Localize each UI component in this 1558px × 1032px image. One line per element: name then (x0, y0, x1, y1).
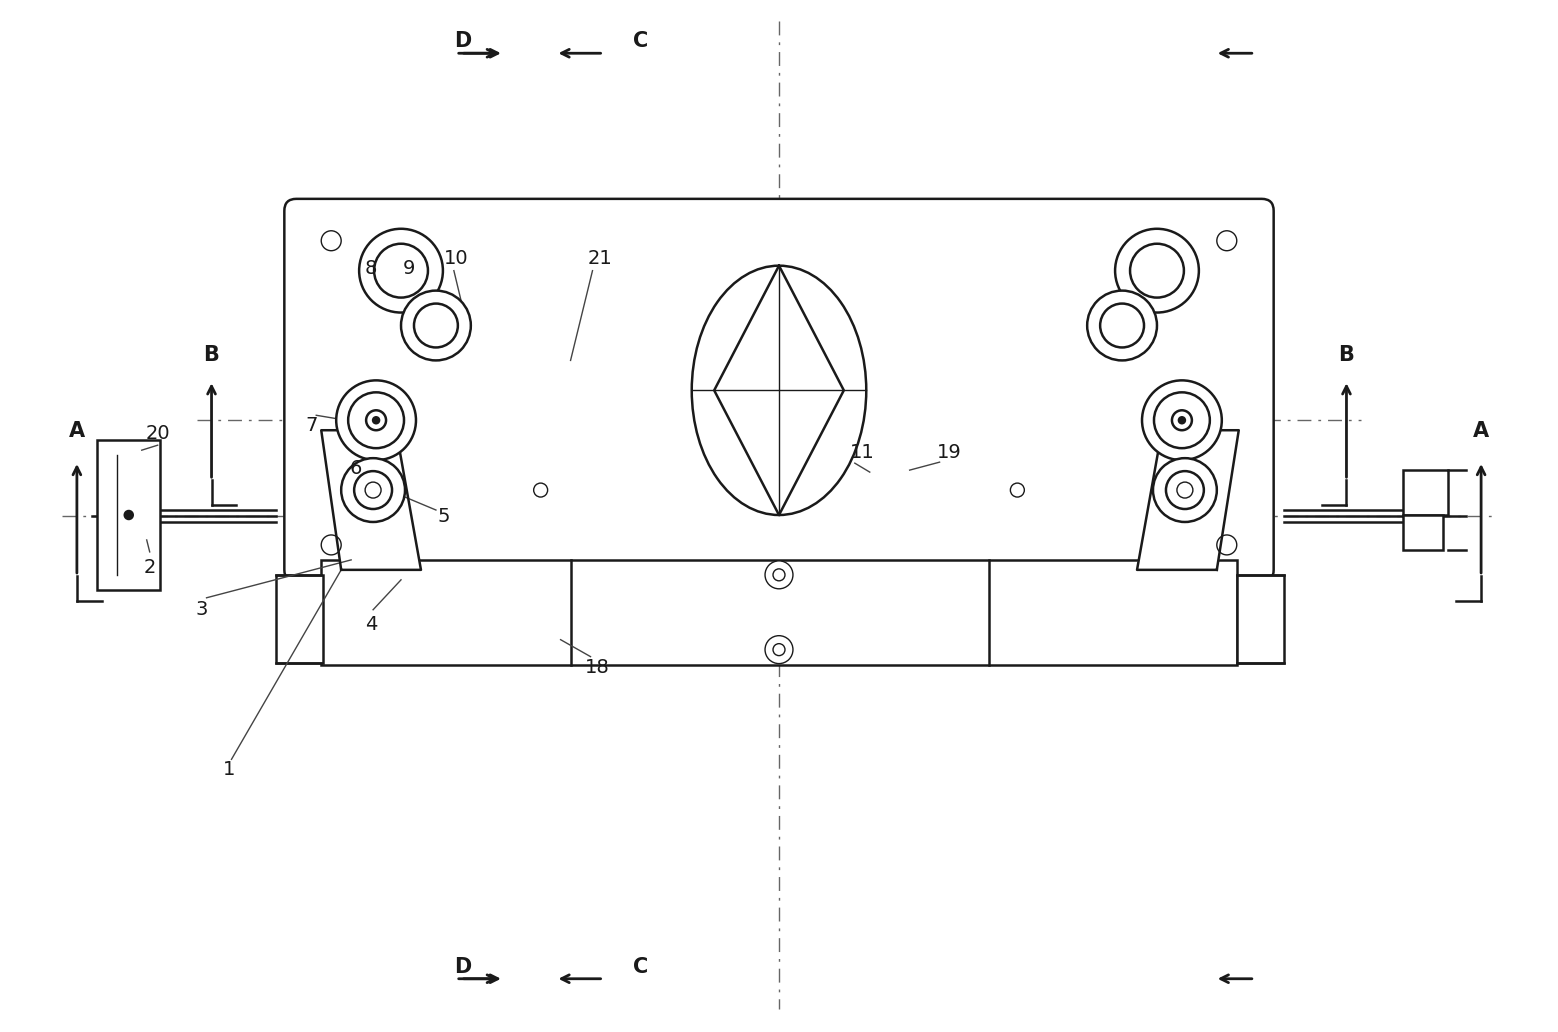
Bar (1404, 515, 1443, 550)
Circle shape (365, 482, 382, 498)
Circle shape (374, 244, 428, 297)
Text: 2: 2 (143, 558, 156, 577)
Circle shape (337, 381, 416, 460)
Polygon shape (1137, 430, 1239, 570)
Circle shape (1165, 472, 1204, 509)
Circle shape (360, 229, 442, 313)
Circle shape (765, 560, 793, 589)
Circle shape (1179, 417, 1186, 423)
Text: 10: 10 (444, 249, 469, 268)
Bar (1237, 575, 1284, 663)
Circle shape (1217, 535, 1237, 555)
Circle shape (534, 483, 547, 497)
Circle shape (1172, 411, 1192, 430)
Circle shape (125, 511, 132, 519)
Ellipse shape (692, 265, 866, 515)
Bar (276, 575, 323, 663)
Text: B: B (1338, 346, 1354, 365)
Circle shape (1142, 381, 1221, 460)
Text: 19: 19 (938, 443, 961, 461)
Bar (97, 441, 159, 590)
Text: 6: 6 (351, 458, 363, 478)
Circle shape (1087, 291, 1158, 360)
Text: 4: 4 (365, 615, 377, 635)
Polygon shape (321, 430, 421, 570)
Text: 18: 18 (586, 658, 609, 677)
Text: 20: 20 (145, 424, 170, 443)
Text: 7: 7 (305, 416, 318, 434)
Circle shape (1176, 482, 1193, 498)
Text: A: A (1472, 421, 1489, 442)
Circle shape (1153, 458, 1217, 522)
Text: 9: 9 (404, 259, 414, 279)
Text: 11: 11 (849, 443, 874, 461)
Circle shape (1011, 483, 1024, 497)
Circle shape (1130, 244, 1184, 297)
Circle shape (354, 472, 393, 509)
Circle shape (773, 569, 785, 581)
Text: 21: 21 (587, 249, 612, 268)
Text: D: D (455, 31, 472, 52)
Circle shape (347, 392, 404, 448)
Circle shape (321, 231, 341, 251)
Circle shape (1116, 229, 1198, 313)
Text: C: C (633, 31, 648, 52)
Text: 1: 1 (223, 760, 235, 779)
Circle shape (414, 303, 458, 348)
Circle shape (321, 535, 341, 555)
Circle shape (1100, 303, 1144, 348)
Circle shape (372, 417, 379, 423)
Text: A: A (69, 421, 86, 442)
Text: 5: 5 (438, 507, 450, 525)
Text: D: D (455, 957, 472, 976)
Circle shape (366, 411, 386, 430)
Text: B: B (204, 346, 220, 365)
Circle shape (341, 458, 405, 522)
Circle shape (1217, 231, 1237, 251)
Text: 3: 3 (195, 601, 207, 619)
Text: C: C (633, 957, 648, 976)
Circle shape (1154, 392, 1211, 448)
Bar (1404, 471, 1449, 515)
Text: 8: 8 (365, 259, 377, 279)
Bar (321, 560, 1237, 665)
Circle shape (765, 636, 793, 664)
FancyBboxPatch shape (285, 199, 1273, 582)
Circle shape (400, 291, 471, 360)
Circle shape (773, 644, 785, 655)
